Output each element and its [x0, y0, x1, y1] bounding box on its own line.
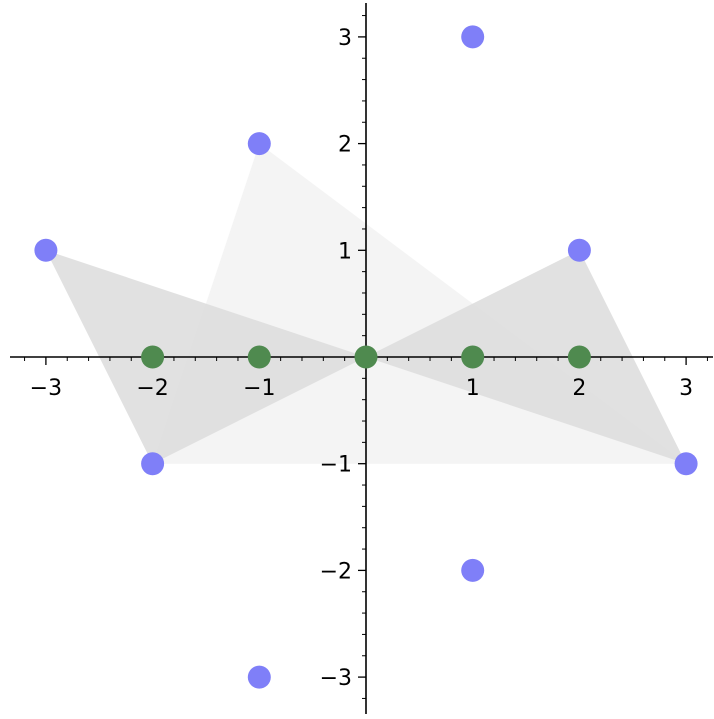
point-blue: [34, 238, 58, 262]
point-blue: [461, 558, 485, 582]
point-blue: [674, 452, 698, 476]
x-tick-label: −2: [136, 376, 168, 401]
y-tick-label: 2: [338, 133, 352, 158]
point-blue: [247, 132, 271, 156]
point-blue: [141, 452, 165, 476]
point-blue: [567, 238, 591, 262]
x-tick-label: 1: [466, 376, 480, 401]
point-green: [247, 345, 271, 369]
point-blue: [247, 665, 271, 689]
x-tick-label: 3: [679, 376, 693, 401]
tick-label-layer: −3 −2 −1 1 2 3 −3 −2 −1 1 2 3: [30, 26, 693, 691]
y-tick-label: −3: [320, 666, 352, 691]
point-layer: [34, 25, 698, 689]
point-green: [141, 345, 165, 369]
point-blue: [461, 25, 485, 49]
point-green: [354, 345, 378, 369]
y-tick-label: 3: [338, 26, 352, 51]
y-tick-label: 1: [338, 239, 352, 264]
x-tick-label: 2: [572, 376, 586, 401]
y-tick-label: −1: [320, 453, 352, 478]
point-green: [461, 345, 485, 369]
point-green: [567, 345, 591, 369]
x-tick-label: −1: [243, 376, 275, 401]
y-tick-label: −2: [320, 559, 352, 584]
x-tick-label: −3: [30, 376, 62, 401]
